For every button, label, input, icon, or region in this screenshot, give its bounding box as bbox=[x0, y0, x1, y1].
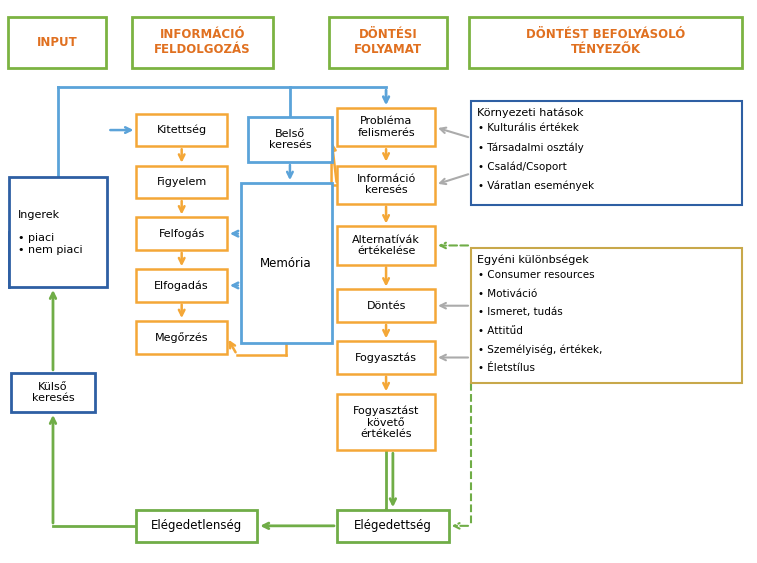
Text: Megőrzés: Megőrzés bbox=[155, 332, 208, 343]
Text: Elfogadás: Elfogadás bbox=[154, 280, 209, 291]
FancyBboxPatch shape bbox=[469, 17, 742, 68]
FancyBboxPatch shape bbox=[241, 183, 332, 343]
Text: Elégedettség: Elégedettség bbox=[354, 519, 431, 533]
FancyBboxPatch shape bbox=[337, 108, 435, 146]
Text: • Társadalmi osztály: • Társadalmi osztály bbox=[478, 142, 584, 153]
Text: • Életstílus: • Életstílus bbox=[478, 363, 535, 373]
Text: INFORMÁCIÓ
FELDOLGOZÁS: INFORMÁCIÓ FELDOLGOZÁS bbox=[154, 28, 251, 56]
FancyBboxPatch shape bbox=[136, 114, 227, 146]
Text: Felfogás: Felfogás bbox=[158, 229, 205, 239]
FancyBboxPatch shape bbox=[337, 289, 435, 322]
FancyBboxPatch shape bbox=[136, 510, 257, 542]
Text: • Motiváció: • Motiváció bbox=[478, 289, 537, 299]
Text: Kitettség: Kitettség bbox=[157, 125, 207, 135]
Text: Információ
keresés: Információ keresés bbox=[357, 174, 416, 195]
FancyBboxPatch shape bbox=[136, 217, 227, 250]
Text: Egyéni különbségek: Egyéni különbségek bbox=[477, 254, 589, 265]
FancyBboxPatch shape bbox=[136, 321, 227, 354]
Text: • Család/Csoport: • Család/Csoport bbox=[478, 162, 567, 172]
Text: Döntés: Döntés bbox=[366, 301, 406, 311]
Text: Környezeti hatások: Környezeti hatások bbox=[477, 108, 584, 118]
Text: Memória: Memória bbox=[260, 257, 312, 270]
FancyBboxPatch shape bbox=[9, 177, 107, 287]
FancyBboxPatch shape bbox=[337, 226, 435, 265]
Text: Ingerek

• piaci
• nem piaci: Ingerek • piaci • nem piaci bbox=[18, 210, 83, 254]
Text: Fogyasztás: Fogyasztás bbox=[355, 352, 417, 363]
FancyBboxPatch shape bbox=[8, 17, 106, 68]
Text: • Váratlan események: • Váratlan események bbox=[478, 181, 594, 191]
FancyBboxPatch shape bbox=[337, 510, 449, 542]
FancyBboxPatch shape bbox=[337, 166, 435, 204]
FancyBboxPatch shape bbox=[136, 269, 227, 302]
FancyBboxPatch shape bbox=[136, 166, 227, 198]
FancyBboxPatch shape bbox=[132, 17, 273, 68]
Text: Fogyasztást
követő
értékelés: Fogyasztást követő értékelés bbox=[353, 405, 419, 439]
FancyBboxPatch shape bbox=[337, 394, 435, 450]
Text: Figyelem: Figyelem bbox=[157, 177, 207, 187]
Text: Elégedetlenség: Elégedetlenség bbox=[151, 519, 242, 533]
Text: Belső
keresés: Belső keresés bbox=[269, 129, 311, 150]
FancyBboxPatch shape bbox=[248, 117, 332, 162]
FancyBboxPatch shape bbox=[337, 341, 435, 374]
Text: Külső
keresés: Külső keresés bbox=[32, 382, 74, 403]
Text: DÖNTÉST BEFOLYÁSOLÓ
TÉNYEZŐK: DÖNTÉST BEFOLYÁSOLÓ TÉNYEZŐK bbox=[526, 28, 685, 56]
Text: • Személyiség, értékek,: • Személyiség, értékek, bbox=[478, 345, 603, 355]
Text: Alternatívák
értékelése: Alternatívák értékelése bbox=[352, 235, 420, 256]
Text: Probléma
felismerés: Probléma felismerés bbox=[357, 117, 415, 138]
Text: • Attitűd: • Attitűd bbox=[478, 326, 523, 336]
Text: • Ismeret, tudás: • Ismeret, tudás bbox=[478, 307, 563, 318]
FancyBboxPatch shape bbox=[11, 373, 95, 412]
Text: • Kulturális értékek: • Kulturális értékek bbox=[478, 123, 579, 133]
FancyBboxPatch shape bbox=[471, 101, 742, 205]
Text: • Consumer resources: • Consumer resources bbox=[478, 270, 595, 280]
Text: DÖNTÉSI
FOLYAMAT: DÖNTÉSI FOLYAMAT bbox=[354, 28, 422, 56]
Text: INPUT: INPUT bbox=[36, 35, 77, 49]
FancyBboxPatch shape bbox=[329, 17, 447, 68]
FancyBboxPatch shape bbox=[471, 248, 742, 383]
